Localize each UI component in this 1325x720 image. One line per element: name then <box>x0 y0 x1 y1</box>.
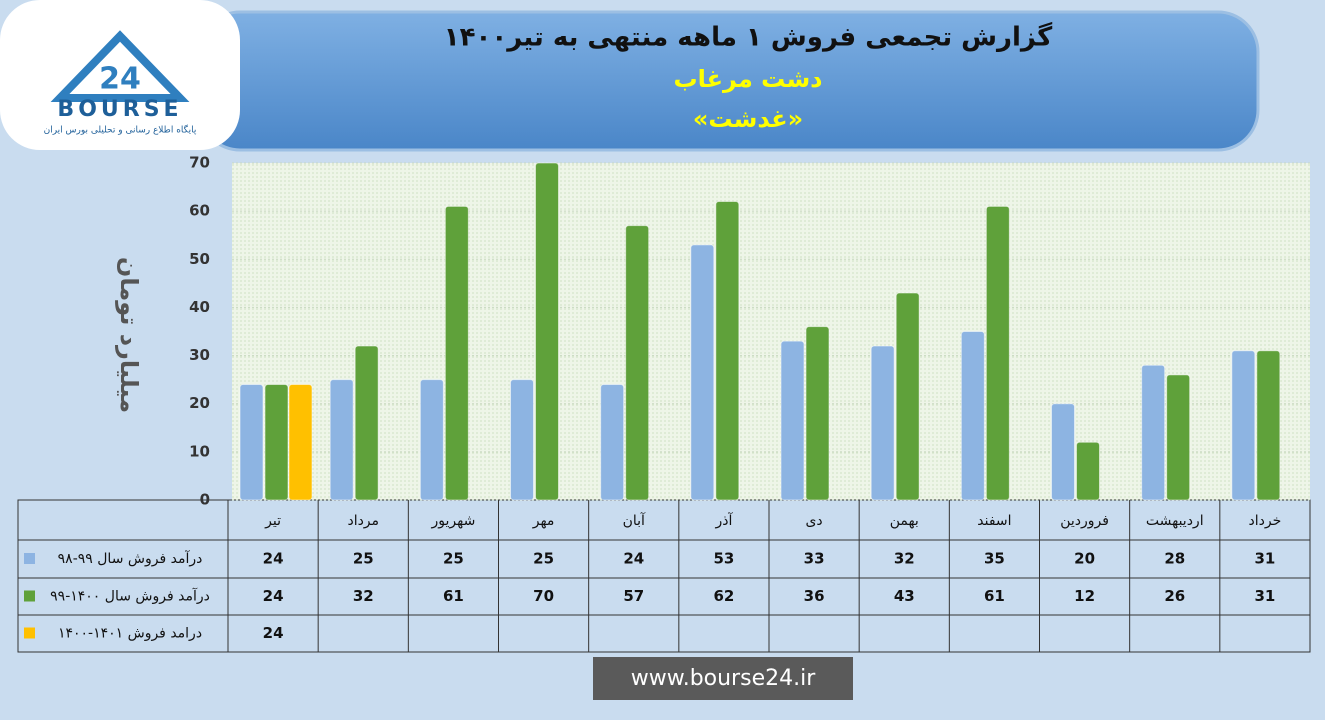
y-tick-label: 40 <box>189 298 210 316</box>
x-tick-label: آبان <box>623 512 646 529</box>
table-value: 33 <box>804 550 825 568</box>
legend-swatch <box>24 627 35 639</box>
table-value: 61 <box>984 587 1005 605</box>
plot-area <box>232 163 1310 500</box>
x-tick-label: شهریور <box>431 513 476 529</box>
x-tick-label: مرداد <box>347 513 379 529</box>
y-tick-label: 20 <box>189 394 210 412</box>
logo-tagline: پایگاه اطلاع رسانی و تحلیلی بورس ایران <box>44 124 197 136</box>
bar <box>715 201 740 501</box>
table-value: 31 <box>1254 587 1275 605</box>
bar <box>264 383 289 501</box>
x-tick-label: خرداد <box>1249 513 1282 529</box>
table-value: 28 <box>1164 550 1185 568</box>
x-tick-label: تیر <box>264 513 281 529</box>
bar <box>1231 350 1256 501</box>
y-tick-label: 50 <box>189 250 210 268</box>
bar <box>288 383 313 501</box>
table-value: 61 <box>443 587 464 605</box>
bar <box>985 205 1010 501</box>
logo-number: 24 <box>99 62 141 97</box>
legend-label: درآمد فروش سال ۱۴۰۰-۹۹ <box>50 588 210 605</box>
bar <box>1141 364 1166 501</box>
table-value: 24 <box>263 550 284 568</box>
table-value: 24 <box>263 587 284 605</box>
chart-title: گزارش تجمعی فروش ۱ ماهه منتهی به تیر۱۴۰۰ <box>444 22 1053 53</box>
table-value: 24 <box>263 624 284 642</box>
bar <box>805 326 830 501</box>
table-value: 32 <box>353 587 374 605</box>
bar <box>1051 403 1075 501</box>
footer-url: www.bourse24.ir <box>631 666 816 691</box>
bar <box>1076 441 1100 501</box>
bar <box>1256 350 1281 501</box>
table-value: 43 <box>894 587 915 605</box>
table-value: 25 <box>443 550 464 568</box>
y-tick-label: 70 <box>189 154 210 172</box>
legend-swatch <box>24 590 35 602</box>
x-tick-label: بهمن <box>890 513 919 529</box>
bar <box>1166 374 1191 501</box>
x-tick-label: اسفند <box>977 513 1011 529</box>
footer-box <box>593 657 853 700</box>
x-tick-label: مهر <box>532 513 555 529</box>
bar <box>329 379 354 501</box>
x-tick-label: آذر <box>714 512 733 529</box>
logo-triangle <box>50 30 190 102</box>
x-tick-label: فروردین <box>1060 513 1109 529</box>
table-value: 32 <box>894 550 915 568</box>
table-value: 53 <box>713 550 734 568</box>
table-value: 35 <box>984 550 1005 568</box>
bar <box>895 292 920 501</box>
legend-swatch <box>24 553 35 564</box>
table-value: 12 <box>1074 587 1095 605</box>
table-value: 20 <box>1074 550 1095 568</box>
bar <box>870 345 895 501</box>
table-value: 70 <box>533 587 554 605</box>
bar <box>419 379 444 501</box>
bar <box>354 345 379 501</box>
data-table <box>17 499 1311 653</box>
chart-subtitle: «غدشت» <box>693 105 803 133</box>
logo-box <box>0 0 240 150</box>
bar <box>239 383 264 501</box>
y-tick-label: 0 <box>200 491 210 509</box>
table-value: 24 <box>623 550 644 568</box>
chart-subtitle: دشت مرغاب <box>674 65 823 93</box>
table-value: 62 <box>713 587 734 605</box>
logo-brand: BOURSE <box>57 97 182 122</box>
bar <box>690 244 715 501</box>
legend-label: درآمد فروش سال ۹۹-۹۸ <box>58 550 203 567</box>
table-value: 36 <box>804 587 825 605</box>
bar <box>780 340 805 501</box>
table-value: 57 <box>623 587 644 605</box>
x-tick-label: دی <box>805 513 822 529</box>
bar <box>510 379 534 501</box>
legend-label: درامد فروش ۱۴۰۱-۱۴۰۰ <box>58 626 202 642</box>
bar <box>444 205 469 501</box>
bar <box>960 331 985 501</box>
y-axis-label: میلیارد تومان <box>115 257 143 413</box>
x-tick-label: اردیبهشت <box>1146 513 1204 529</box>
y-tick-label: 10 <box>189 442 210 460</box>
y-tick-label: 30 <box>189 346 210 364</box>
bar <box>600 383 625 501</box>
table-value: 25 <box>353 550 374 568</box>
table-value: 26 <box>1164 587 1185 605</box>
table-value: 31 <box>1254 550 1275 568</box>
bar <box>535 162 559 501</box>
y-tick-label: 60 <box>189 202 210 220</box>
table-value: 25 <box>533 550 554 568</box>
bar <box>625 225 650 501</box>
